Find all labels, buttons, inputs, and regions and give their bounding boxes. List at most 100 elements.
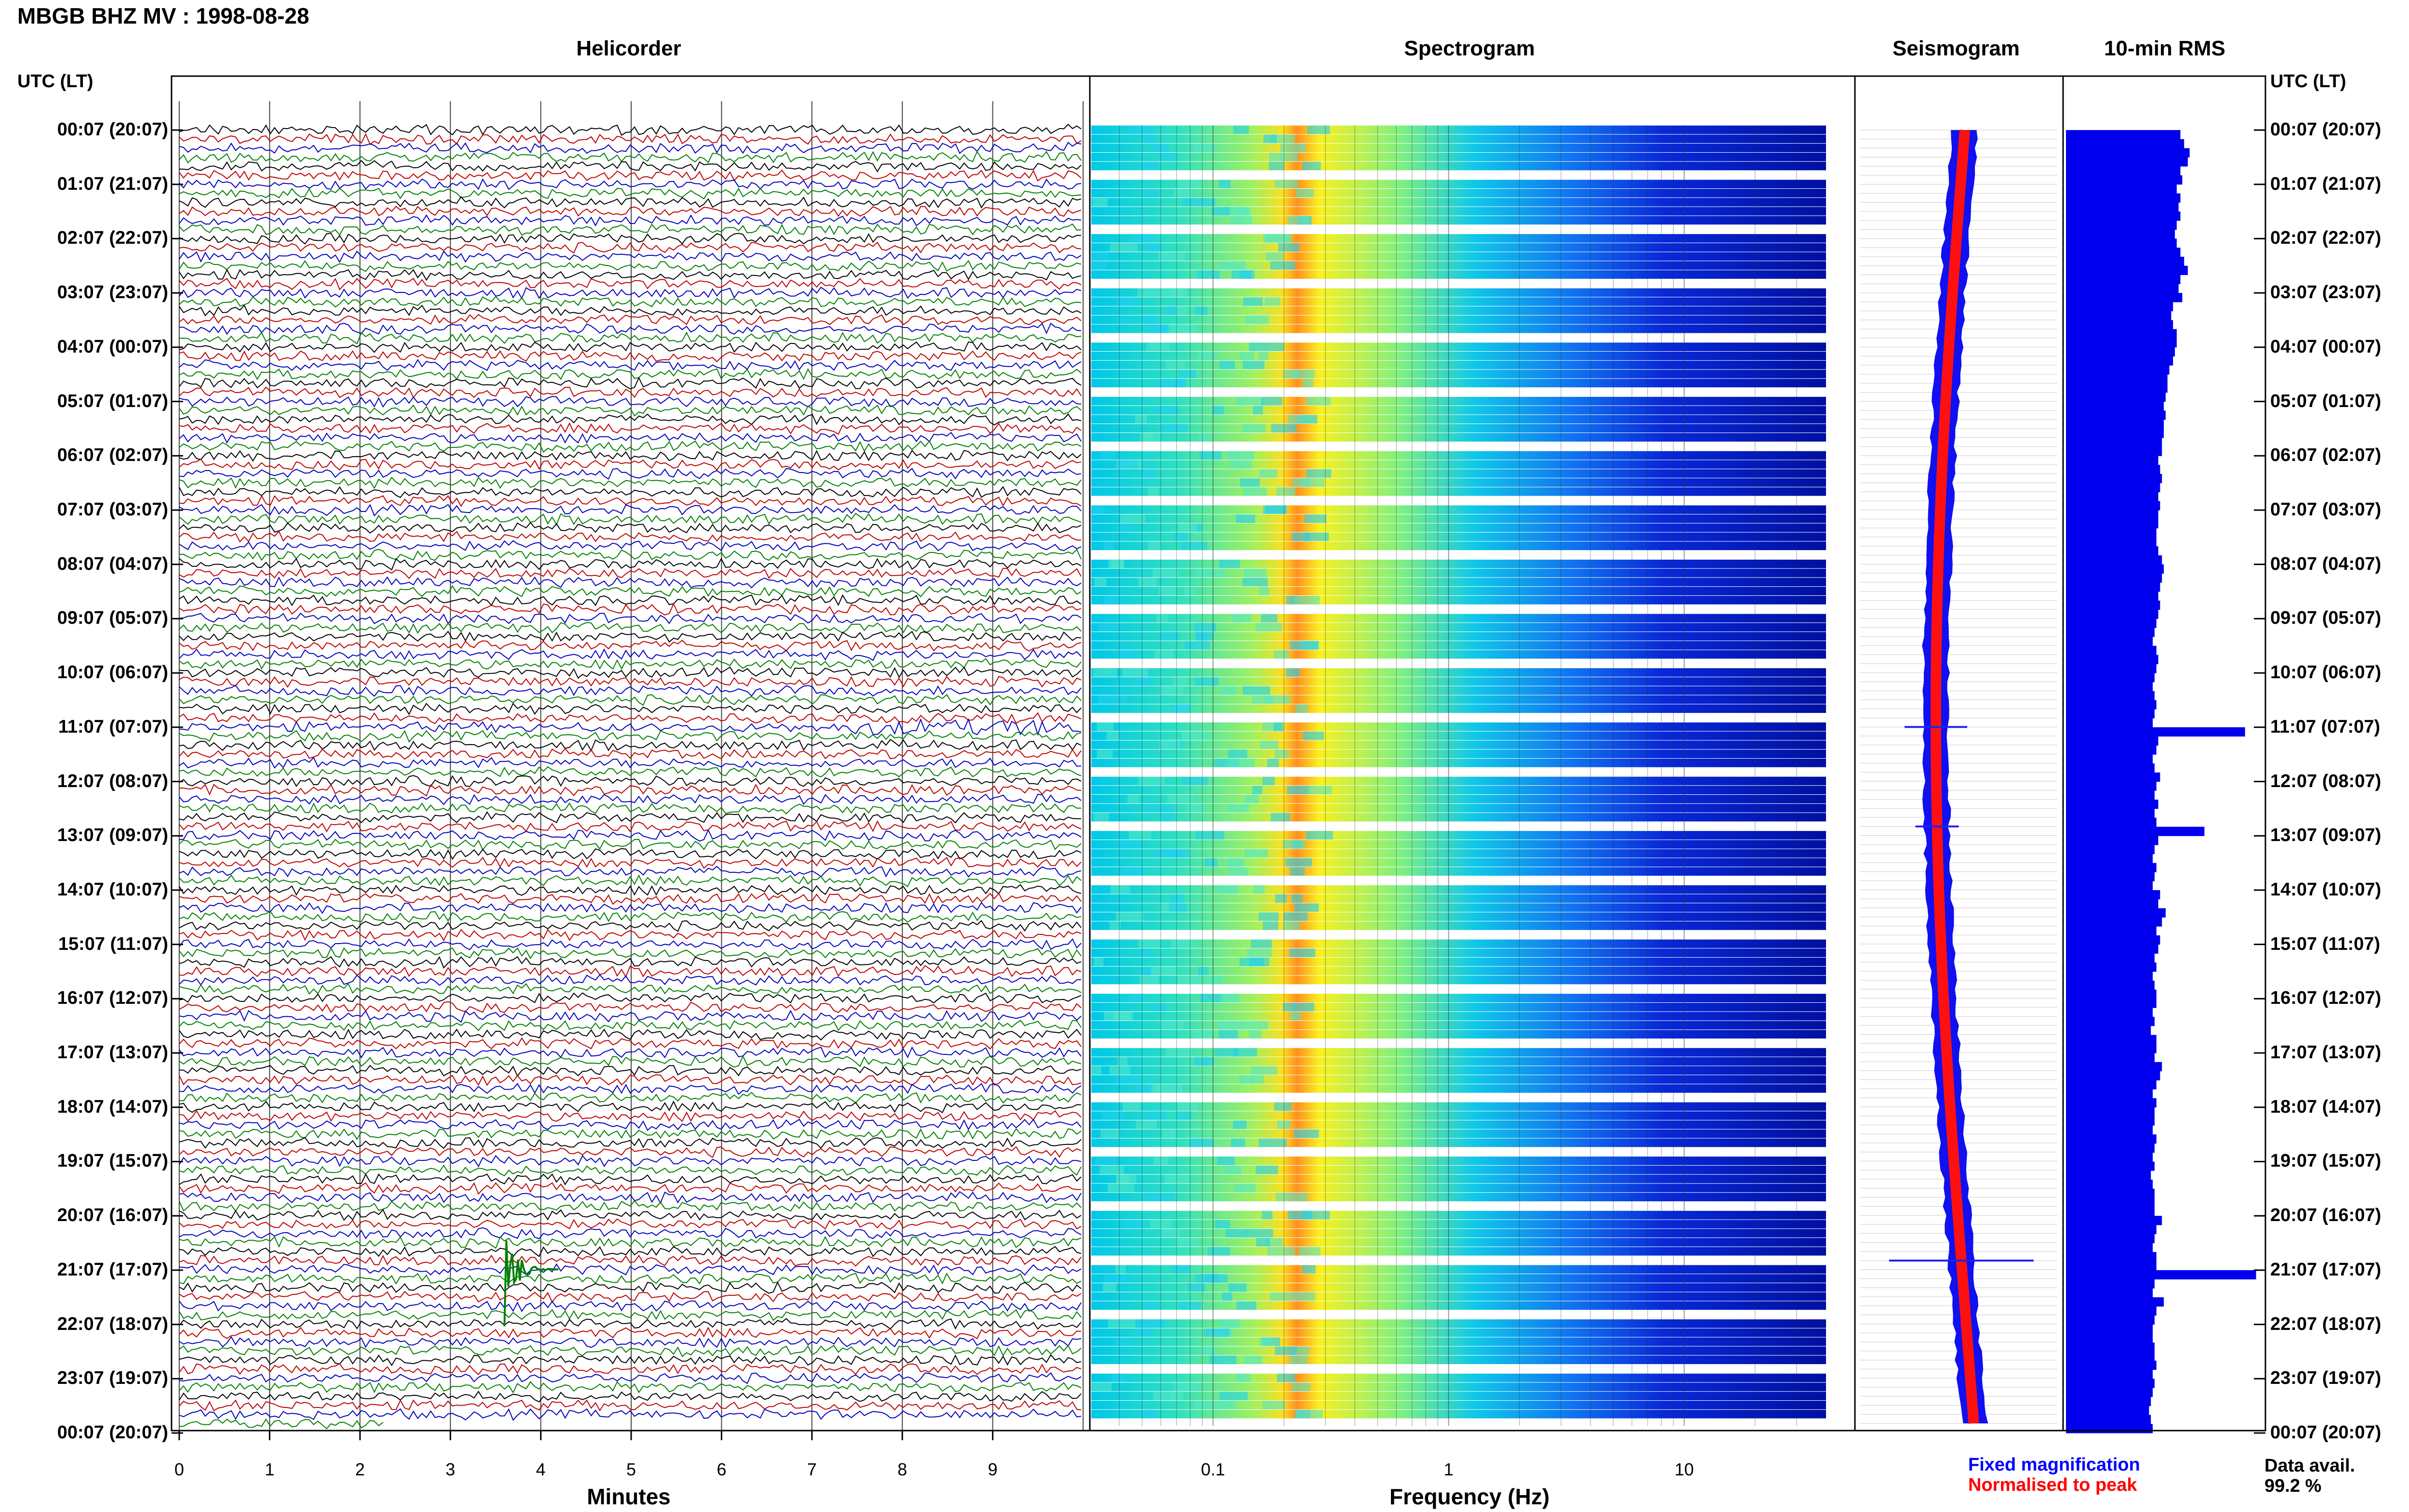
freq-tick-label: 10 (1674, 1459, 1694, 1479)
spectrogram-speckle (1278, 243, 1299, 252)
spectrogram-speckle (1111, 1373, 1125, 1382)
helicorder-trace (179, 187, 1082, 200)
data-avail-label: Data avail. (2264, 1456, 2355, 1476)
spectrogram-speckle (1295, 704, 1308, 713)
spectrogram-speckle (1120, 514, 1145, 523)
helicorder-trace (179, 974, 1082, 986)
helicorder-trace (179, 468, 1082, 480)
spectrogram-speckle (1106, 731, 1119, 740)
helicorder-trace (179, 648, 1082, 661)
helicorder-trace (179, 214, 1082, 227)
spectrogram-speckle (1241, 1021, 1268, 1030)
rms-bar (2066, 817, 2157, 827)
helicorder-trace (179, 802, 1081, 815)
spectrogram-row (1091, 894, 1826, 903)
time-label: 09:07 (05:07) (57, 608, 168, 629)
spectrogram-speckle (1194, 623, 1216, 632)
helicorder-trace (179, 694, 1082, 706)
spectrogram-speckle (1227, 858, 1244, 867)
rms-bar (2066, 592, 2158, 601)
seismogram (1860, 130, 2057, 1424)
helicorder-trace (179, 1236, 1082, 1249)
spectrogram-speckle (1178, 180, 1201, 189)
spectrogram-speckle (1220, 994, 1240, 1002)
spectrogram-speckle (1222, 1292, 1232, 1301)
helicorder-trace (179, 775, 1082, 788)
spectrogram-speckle (1242, 424, 1266, 433)
spectrogram-row (1091, 352, 1826, 360)
spectrogram-row (1091, 641, 1826, 650)
spectrogram-speckle (1209, 1401, 1236, 1409)
spectrogram-speckle (1277, 1373, 1296, 1382)
rms-bar (2066, 392, 2166, 402)
rms-bar (2066, 1279, 2155, 1288)
spectrogram-speckle (1161, 1021, 1184, 1030)
rms-bar (2066, 691, 2155, 700)
time-label: 10:07 (06:07) (57, 662, 168, 683)
spectrogram-speckle (1296, 1409, 1323, 1419)
helicorder-trace (179, 1263, 1082, 1276)
spectrogram-speckle (1154, 650, 1174, 659)
spectrogram-speckle (1158, 252, 1185, 261)
rms-bar (2066, 1306, 2157, 1316)
spectrogram-row (1091, 1084, 1826, 1093)
spectrogram-speckle (1224, 1165, 1242, 1174)
helicorder-trace (179, 1227, 1082, 1239)
helicorder-trace (179, 530, 1082, 543)
spectrogram-speckle (1283, 921, 1300, 930)
helicorder-trace (179, 756, 1082, 769)
helicorder-trace (179, 1028, 1082, 1041)
spectrogram-speckle (1307, 125, 1330, 134)
spectrogram-speckle (1181, 541, 1207, 551)
spectrogram-speckle (1166, 360, 1184, 369)
rms-bar (2066, 483, 2160, 492)
time-label: 03:07 (23:07) (57, 282, 168, 303)
rms-bar (2066, 130, 2181, 140)
helicorder-trace (179, 1309, 1082, 1321)
spectrogram-speckle (1110, 243, 1138, 252)
helicorder-trace (179, 1082, 1082, 1095)
spectrogram-speckle (1160, 686, 1184, 695)
helicorder-trace (179, 1001, 1082, 1013)
spectrogram-speckle (1289, 1355, 1308, 1364)
helicorder-trace (179, 947, 1082, 960)
time-label: 23:07 (19:07) (2270, 1368, 2382, 1389)
time-label: 22:07 (18:07) (57, 1314, 168, 1334)
spectrogram-speckle (1244, 568, 1267, 578)
spectrogram-speckle (1251, 1066, 1277, 1075)
spectrogram-row (1091, 125, 1826, 134)
spectrogram-speckle (1153, 406, 1179, 415)
spectrogram-speckle (1283, 369, 1298, 379)
rms-bar (2066, 827, 2205, 836)
rms-bars (2066, 130, 2256, 1433)
helicorder-trace (179, 440, 1082, 453)
spectrogram-speckle (1102, 1283, 1117, 1292)
spectrogram-speckle (1302, 1265, 1316, 1274)
spectrogram-speckle (1092, 505, 1104, 514)
helicorder-trace (179, 1399, 1082, 1412)
spectrogram-speckle (1227, 451, 1254, 460)
rms-bar (2066, 636, 2153, 646)
rms-bar (2066, 609, 2158, 619)
rms-bar (2066, 582, 2160, 592)
spectrogram-row (1091, 1274, 1826, 1283)
helicorder-trace (179, 567, 1082, 579)
spectrogram-speckle (1193, 1057, 1208, 1066)
spectrogram-speckle (1294, 1002, 1314, 1012)
time-label: 02:07 (22:07) (57, 228, 168, 249)
spectrogram-row (1091, 1392, 1826, 1401)
helicorder-trace (179, 422, 1082, 435)
spectrogram-row (1091, 1057, 1826, 1066)
helicorder-trace (179, 666, 1082, 679)
helicorder-trace (179, 1091, 1082, 1104)
rms-bar (2066, 1379, 2155, 1388)
spectrogram-row (1091, 578, 1826, 587)
spectrogram-speckle (1173, 288, 1188, 297)
helicorder-trace (179, 178, 1082, 190)
time-label: 18:07 (14:07) (2270, 1096, 2382, 1117)
spectrogram-speckle (1141, 966, 1153, 975)
helicorder-trace (179, 866, 1082, 878)
rms-bar (2066, 1134, 2157, 1144)
spectrogram-speckle (1104, 1012, 1131, 1021)
spectrogram-speckle (1128, 831, 1152, 840)
